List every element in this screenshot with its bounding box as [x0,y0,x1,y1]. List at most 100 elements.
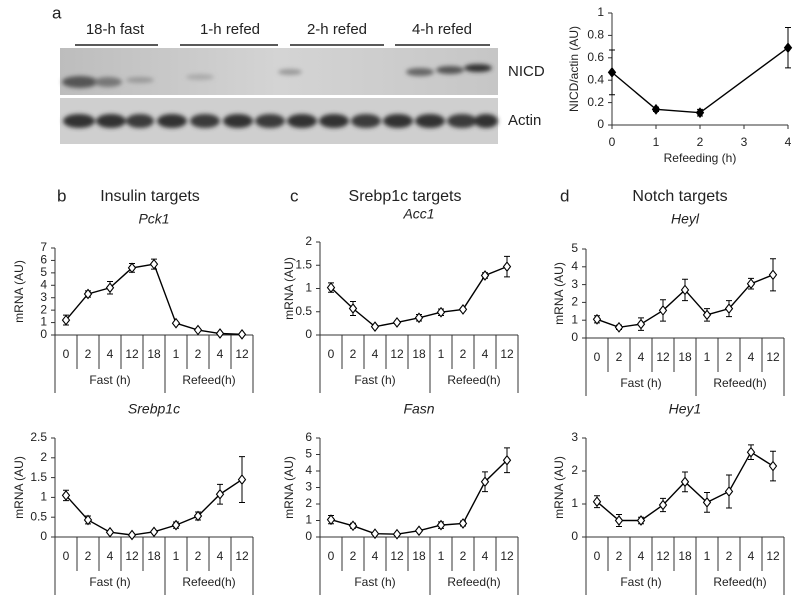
x-tick-label: 4 [638,549,645,563]
x-tick-label: 1 [173,347,180,361]
y-tick-label: 0.2 [587,95,604,109]
x-group-label: Refeed(h) [182,575,235,589]
y-tick-label: 0.4 [587,72,604,86]
marker [680,284,690,296]
x-axis-label: Refeeding (h) [664,151,737,165]
x-tick-label: 12 [235,549,249,563]
y-tick-label: 2 [305,496,312,510]
x-group-label: Fast (h) [354,575,395,589]
group-title: Insulin targets [100,188,200,205]
marker [458,304,468,315]
marker [746,446,756,458]
y-tick-label: 1 [40,315,47,329]
x-tick-label: 1 [173,549,180,563]
x-tick-label: 12 [235,347,249,361]
x-tick-label: 4 [785,135,792,149]
y-tick-label: 1 [571,312,578,326]
marker [502,261,512,273]
line [611,47,789,114]
marker [171,519,181,531]
chart-title: Fasn [403,401,434,417]
x-tick-label: 1 [704,549,711,563]
x-tick-label: 4 [217,549,224,563]
marker [592,313,602,325]
y-tick-label: 0.5 [30,509,47,523]
y-tick-label: 3 [571,430,578,444]
x-tick-label: 18 [147,347,161,361]
marker [695,107,705,119]
x-tick-label: 18 [412,549,426,563]
y-tick-label: 0.6 [587,50,604,64]
marker [105,282,115,294]
x-tick-label: 4 [107,347,114,361]
marker [768,269,778,281]
marker [61,490,71,501]
x-tick-label: 1 [438,347,445,361]
x-tick-label: 2 [195,549,202,563]
x-tick-label: 18 [147,549,161,563]
y-tick-label: 3 [40,290,47,304]
marker [127,529,137,541]
y-tick-label: 0 [571,330,578,344]
y-tick-label: 5 [571,241,578,255]
y-tick-label: 0 [305,529,312,543]
panel-letter: b [57,186,66,205]
y-tick-label: 0 [571,529,578,543]
chart-title: Heyl [671,211,700,227]
x-tick-label: 2 [350,549,357,563]
y-tick-label: 0.5 [295,304,312,318]
y-tick-label: 1 [571,496,578,510]
chart: 0 0.2 0.4 0.6 0.8 1 NICD/actin (AU) 0 1 2 3 4 Refeed… [567,5,793,165]
x-tick-label: 0 [594,350,601,364]
x-tick-label: 12 [125,347,139,361]
marker [348,303,358,314]
marker [370,528,380,540]
y-axis-label: mRNA (AU) [12,456,26,519]
y-tick-label: 5 [305,447,312,461]
y-axis-label: mRNA (AU) [282,257,296,320]
x-tick-label: 2 [697,135,704,149]
x-group-label: Refeed(h) [447,373,500,387]
x-tick-label: 4 [482,549,489,563]
x-tick-label: 12 [125,549,139,563]
marker [149,258,159,270]
y-tick-label: 2 [305,234,312,248]
marker [215,488,225,500]
x-tick-label: 4 [748,350,755,364]
x-tick-label: 4 [372,549,379,563]
chart-title: Hey1 [669,401,702,417]
x-tick-label: 2 [85,347,92,361]
marker [171,317,181,329]
y-tick-label: 5 [40,265,47,279]
y-tick-label: 2.5 [30,430,47,444]
y-tick-label: 0 [40,529,47,543]
blot-row-label: NICD [508,63,545,80]
blot-group: 18-h fast [86,21,145,38]
blot-row-label: Actin [508,112,541,129]
x-tick-label: 0 [609,135,616,149]
x-tick-label: 2 [195,347,202,361]
y-tick-label: 2 [571,463,578,477]
marker [702,309,712,321]
y-axis-label: mRNA (AU) [282,456,296,519]
x-tick-label: 0 [328,347,335,361]
marker [658,305,668,316]
y-tick-label: 2 [571,295,578,309]
marker [193,510,203,522]
x-tick-label: 3 [741,135,748,149]
y-tick-label: 1.5 [295,257,312,271]
y-tick-label: 3 [305,480,312,494]
marker [480,270,490,281]
x-tick-label: 4 [107,549,114,563]
marker [436,306,446,318]
blot-group: 2-h refed [307,21,367,38]
marker [392,317,402,328]
marker [215,328,225,339]
marker [326,282,336,293]
